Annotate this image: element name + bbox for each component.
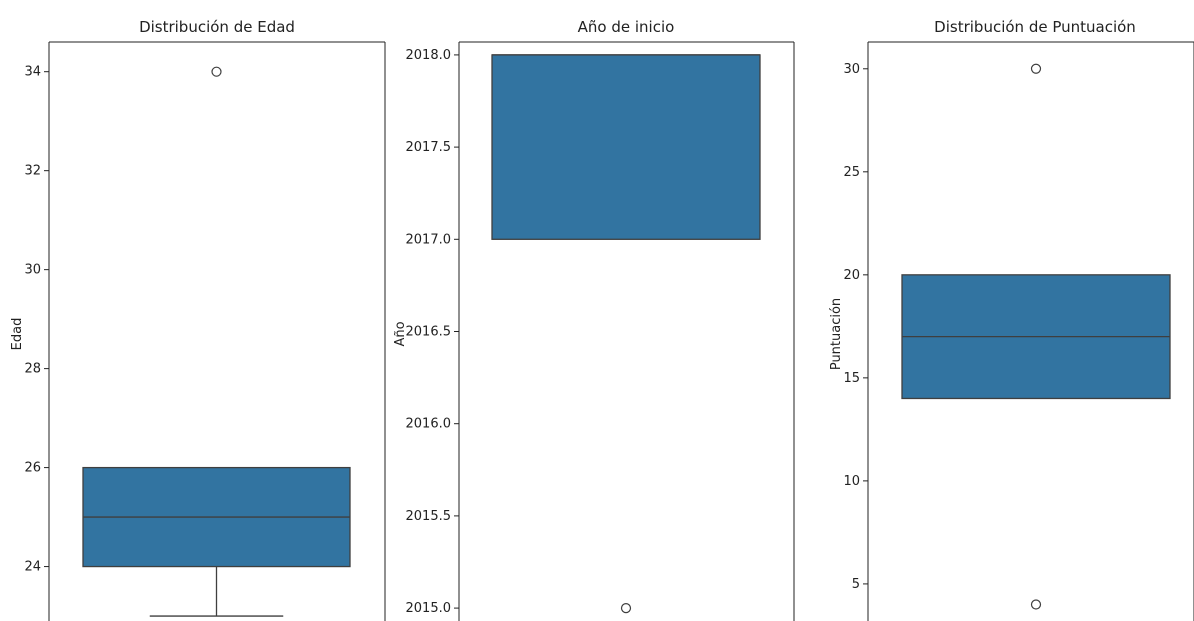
edad-outlier-point	[211, 66, 222, 77]
edad-y-tick-label: 28	[24, 362, 41, 377]
ano-y-tick-label: 2015.0	[406, 601, 452, 616]
edad-y-axis-label: Edad	[10, 318, 25, 351]
edad-chart-title: Distribución de Edad	[139, 18, 295, 36]
puntuacion-y-axis-label: Puntuación	[829, 298, 844, 370]
ano-y-tick-label: 2015.5	[406, 509, 452, 524]
edad-y-tick-label: 32	[24, 164, 41, 179]
ano-box	[491, 54, 761, 240]
ano-chart-title: Año de inicio	[578, 18, 675, 36]
edad-subplot: Distribución de Edad Edad 24 26 28 30 32 34	[10, 18, 386, 621]
puntuacion-y-tick-label: 15	[843, 371, 860, 386]
puntuacion-outlier-point	[1030, 599, 1042, 610]
ano-y-tick-label: 2017.0	[406, 232, 452, 247]
ano-y-axis-label: Año	[393, 321, 408, 346]
puntuacion-chart-title: Distribución de Puntuación	[934, 18, 1136, 36]
ano-subplot: Año de inicio Año 2015.0 2015.5 2016.0 2016…	[393, 18, 795, 621]
ano-y-tick-label: 2016.5	[406, 325, 452, 340]
ano-y-tick-label: 2016.0	[406, 417, 452, 432]
puntuacion-y-tick-label: 5	[852, 577, 860, 592]
puntuacion-subplot: Distribución de Puntuación Puntuación 5 1…	[829, 18, 1194, 621]
edad-y-tick-label: 30	[24, 263, 41, 278]
ano-outlier-point	[620, 602, 632, 614]
puntuacion-outlier-point	[1030, 63, 1042, 74]
puntuacion-y-tick-label: 10	[843, 474, 860, 489]
ano-y-tick-label: 2018.0	[406, 48, 452, 63]
puntuacion-y-tick-label: 20	[843, 268, 860, 283]
edad-y-tick-label: 26	[24, 461, 41, 476]
edad-y-tick-label: 34	[24, 65, 41, 80]
puntuacion-y-tick-label: 30	[843, 62, 860, 77]
ano-y-tick-label: 2017.5	[406, 140, 452, 155]
edad-y-tick-label: 24	[24, 560, 41, 575]
puntuacion-y-tick-label: 25	[843, 165, 860, 180]
